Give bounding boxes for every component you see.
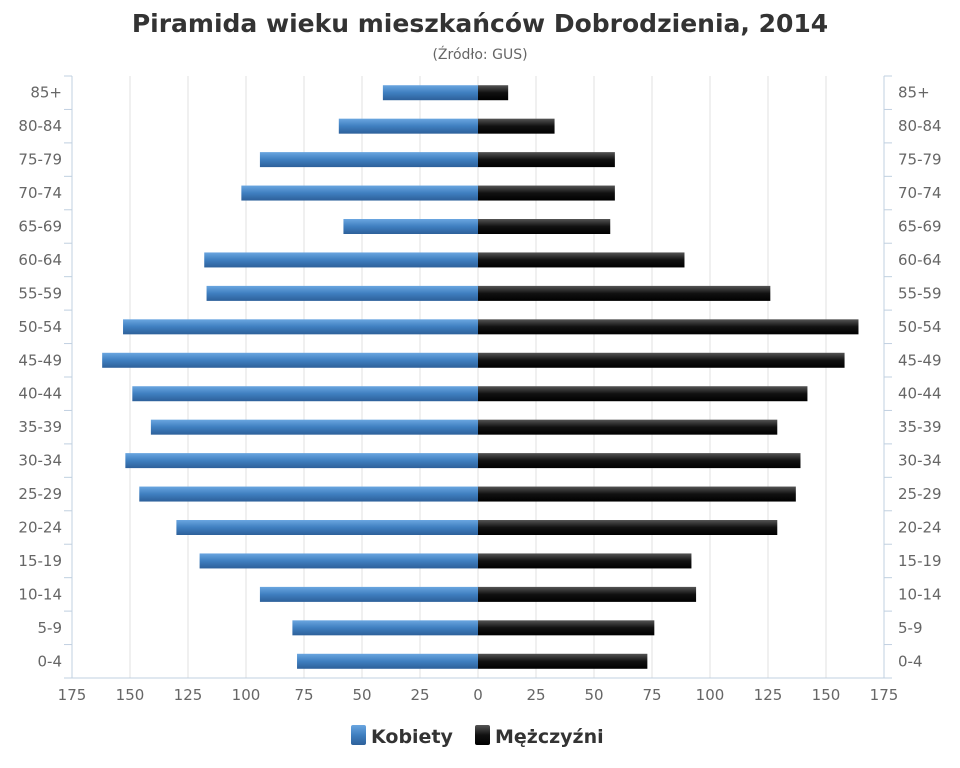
bar-kobiety-55-59 <box>206 285 478 301</box>
bar-kobiety-75-79 <box>259 152 478 168</box>
bars <box>102 85 859 669</box>
bar-mezczyzni-75-79 <box>478 152 615 168</box>
x-tick-label: 25 <box>526 686 545 704</box>
bar-mezczyzni-70-74 <box>478 185 615 201</box>
y-tick-label-left: 20-24 <box>18 519 62 537</box>
bar-mezczyzni-45-49 <box>478 352 845 368</box>
y-tick-label-left: 75-79 <box>18 151 62 169</box>
bar-kobiety-50-54 <box>123 319 478 335</box>
bar-mezczyzni-80-84 <box>478 118 555 134</box>
y-tick-label-left: 25-29 <box>18 485 62 503</box>
bar-mezczyzni-20-24 <box>478 520 778 535</box>
y-tick-label-left: 5-9 <box>38 619 63 637</box>
y-tick-label-right: 0-4 <box>898 652 923 670</box>
y-tick-label-right: 50-54 <box>898 318 942 336</box>
bar-kobiety-70-74 <box>241 185 478 201</box>
y-tick-label-left: 60-64 <box>18 251 62 269</box>
x-tick-label: 175 <box>870 686 899 704</box>
y-tick-label-right: 60-64 <box>898 251 942 269</box>
bar-mezczyzni-85+ <box>478 85 509 101</box>
x-tick-label: 150 <box>812 686 841 704</box>
bar-kobiety-85+ <box>382 85 478 101</box>
bar-kobiety-40-44 <box>132 386 478 402</box>
x-tick-label: 50 <box>584 686 603 704</box>
y-tick-label-left: 70-74 <box>18 184 62 202</box>
bar-mezczyzni-65-69 <box>478 219 611 234</box>
y-tick-label-right: 15-19 <box>898 552 942 570</box>
bar-kobiety-0-4 <box>297 653 478 669</box>
bar-mezczyzni-60-64 <box>478 252 685 268</box>
bar-kobiety-30-34 <box>125 453 479 469</box>
bar-mezczyzni-30-34 <box>478 453 801 469</box>
y-tick-label-right: 45-49 <box>898 351 942 369</box>
y-tick-label-left: 0-4 <box>38 652 63 670</box>
bar-mezczyzni-5-9 <box>478 620 655 636</box>
legend-label-kobiety: Kobiety <box>371 726 454 748</box>
y-tick-label-left: 45-49 <box>18 351 62 369</box>
bar-kobiety-25-29 <box>139 486 478 502</box>
x-tick-label: 75 <box>642 686 661 704</box>
x-tick-label: 125 <box>754 686 783 704</box>
y-tick-label-right: 55-59 <box>898 284 942 302</box>
legend-label-mezczyzni: Mężczyźni <box>495 726 604 748</box>
bar-mezczyzni-0-4 <box>478 653 648 669</box>
y-tick-label-right: 65-69 <box>898 218 942 236</box>
x-tick-label: 75 <box>294 686 313 704</box>
bar-kobiety-15-19 <box>199 553 478 569</box>
gridlines <box>129 76 827 678</box>
bar-kobiety-60-64 <box>204 252 479 268</box>
y-tick-label-right: 40-44 <box>898 385 942 403</box>
y-tick-label-left: 35-39 <box>18 418 62 436</box>
bar-kobiety-5-9 <box>292 620 478 636</box>
y-tick-label-right: 10-14 <box>898 585 942 603</box>
bar-mezczyzni-35-39 <box>478 419 778 435</box>
y-tick-label-left: 55-59 <box>18 284 62 302</box>
bar-kobiety-45-49 <box>102 352 478 368</box>
x-tick-label: 150 <box>116 686 145 704</box>
x-tick-label: 100 <box>696 686 725 704</box>
bar-mezczyzni-50-54 <box>478 319 859 335</box>
y-tick-label-left: 80-84 <box>18 117 62 135</box>
legend: Kobiety Mężczyźni <box>351 725 604 748</box>
y-tick-label-left: 50-54 <box>18 318 62 336</box>
y-tick-label-right: 85+ <box>898 84 930 102</box>
y-tick-label-right: 80-84 <box>898 117 942 135</box>
y-tick-label-right: 5-9 <box>898 619 923 637</box>
y-tick-label-left: 85+ <box>30 84 62 102</box>
axes: 175 150 125 100 75 50 25 0 25 50 75 100 125 150 175 85+… <box>18 75 942 704</box>
x-tick-label: 50 <box>352 686 371 704</box>
y-tick-label-left: 10-14 <box>18 585 62 603</box>
bar-kobiety-65-69 <box>343 219 478 234</box>
y-tick-label-left: 15-19 <box>18 552 62 570</box>
y-tick-label-right: 25-29 <box>898 485 942 503</box>
y-tick-label-right: 70-74 <box>898 184 942 202</box>
y-tick-label-left: 65-69 <box>18 218 62 236</box>
bar-kobiety-10-14 <box>259 586 478 602</box>
bar-kobiety-35-39 <box>150 419 478 435</box>
x-tick-label: 100 <box>232 686 261 704</box>
bar-mezczyzni-55-59 <box>478 285 771 301</box>
bar-mezczyzni-25-29 <box>478 486 796 502</box>
y-tick-label-left: 40-44 <box>18 385 62 403</box>
bar-mezczyzni-40-44 <box>478 386 808 402</box>
legend-swatch-mezczyzni <box>475 725 490 745</box>
x-tick-label: 175 <box>58 686 87 704</box>
legend-swatch-kobiety <box>351 725 366 745</box>
x-tick-label: 25 <box>410 686 429 704</box>
bar-kobiety-20-24 <box>176 520 478 535</box>
y-tick-label-left: 30-34 <box>18 452 62 470</box>
x-tick-label: 0 <box>473 686 483 704</box>
y-tick-label-right: 30-34 <box>898 452 942 470</box>
chart-title: Piramida wieku mieszkańców Dobrodzienia,… <box>132 9 828 38</box>
y-tick-label-right: 75-79 <box>898 151 942 169</box>
x-tick-label: 125 <box>174 686 203 704</box>
y-tick-label-right: 35-39 <box>898 418 942 436</box>
bar-mezczyzni-15-19 <box>478 553 692 569</box>
bar-kobiety-80-84 <box>338 118 478 134</box>
bar-mezczyzni-10-14 <box>478 586 697 602</box>
chart-subtitle: (Źródło: GUS) <box>432 45 527 63</box>
y-tick-label-right: 20-24 <box>898 519 942 537</box>
